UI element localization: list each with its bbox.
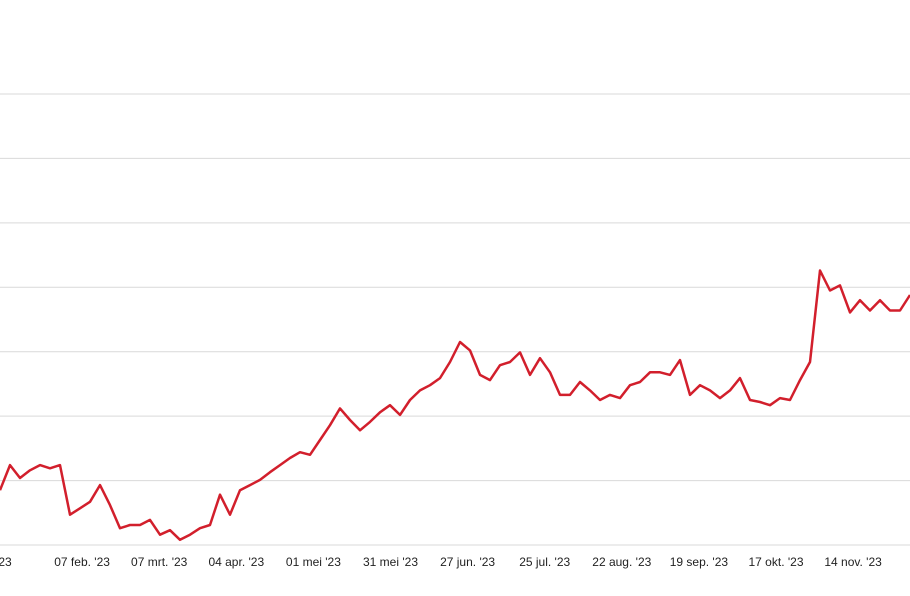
x-tick-label: 07 feb. '23 xyxy=(54,555,110,569)
price-line xyxy=(0,269,910,542)
x-tick-label: 14 nov. '23 xyxy=(824,555,882,569)
x-tick-label: 01 mei '23 xyxy=(286,555,341,569)
x-tick-label: 27 jun. '23 xyxy=(440,555,495,569)
x-tick-label: 07 mrt. '23 xyxy=(131,555,188,569)
x-tick-label: 19 sep. '23 xyxy=(670,555,729,569)
x-tick-label: 04 apr. '23 xyxy=(208,555,264,569)
x-tick-label: 25 jul. '23 xyxy=(519,555,570,569)
x-tick-label: 31 mei '23 xyxy=(363,555,418,569)
x-tick-label: 23 xyxy=(0,555,12,569)
x-tick-label: 22 aug. '23 xyxy=(592,555,651,569)
x-tick-label: 17 okt. '23 xyxy=(749,555,804,569)
